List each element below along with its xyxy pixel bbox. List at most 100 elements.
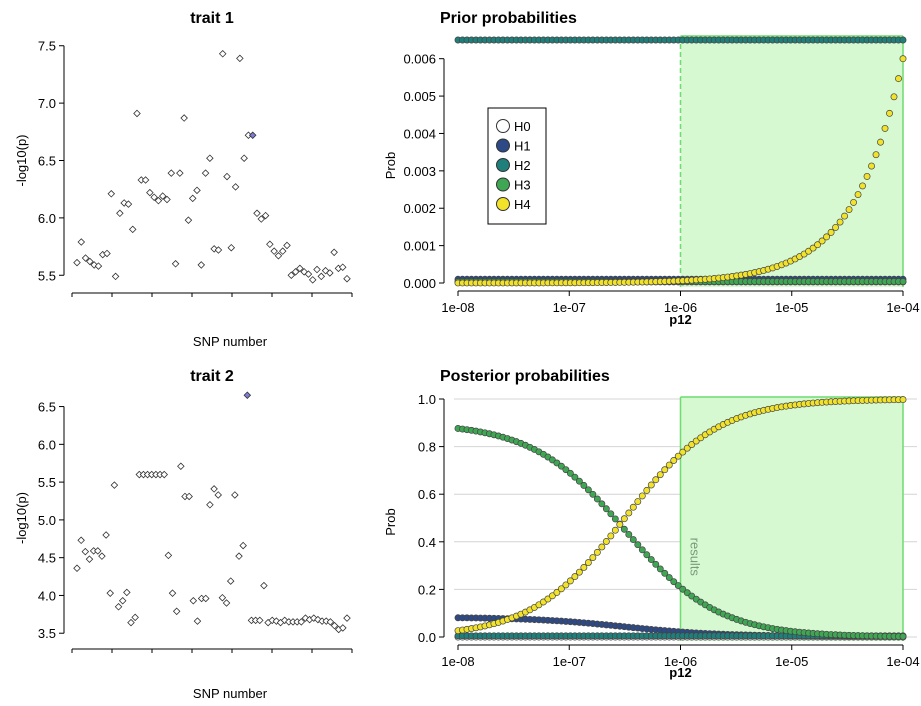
- snp-point: [330, 248, 338, 257]
- series-point-H4: [638, 492, 646, 500]
- x-tick-label: 1e-06: [664, 654, 697, 669]
- series-point-H3: [562, 466, 570, 474]
- snp-point: [116, 209, 124, 218]
- y-axis-label: -log10(p): [14, 492, 29, 544]
- y-tick-label: 0.004: [403, 126, 436, 141]
- series-point-H3: [899, 278, 907, 285]
- series-point-H3: [634, 541, 642, 549]
- snp-point: [201, 169, 210, 177]
- snp-point: [128, 225, 137, 234]
- series-point-H3: [598, 500, 606, 508]
- series-point-H4: [571, 573, 579, 581]
- snp-point: [164, 551, 173, 560]
- series-point-H4: [881, 124, 889, 132]
- series-point-H4: [845, 206, 853, 213]
- snp-point: [214, 246, 223, 254]
- series-point-H4: [863, 172, 871, 180]
- snp-point: [141, 176, 150, 184]
- legend-marker-H2: [496, 158, 510, 172]
- snp-point: [193, 186, 201, 195]
- y-tick-label: 4.5: [38, 551, 56, 566]
- y-axis-label: -log10(p): [14, 134, 29, 186]
- y-tick-label: 6.0: [38, 211, 56, 226]
- snp-point: [296, 264, 304, 273]
- snp-point: [177, 462, 185, 471]
- snp-point: [206, 154, 214, 162]
- x-axis-label: p12: [669, 665, 691, 680]
- snp-point: [107, 190, 116, 198]
- series-point-H4: [593, 548, 601, 556]
- series-point-H3: [899, 633, 907, 640]
- y-tick-label: 0.000: [403, 276, 436, 291]
- snp-point: [193, 617, 202, 625]
- snp-point: [227, 243, 236, 252]
- y-tick-label: 0.003: [403, 164, 436, 179]
- legend-label-H0: H0: [514, 119, 531, 134]
- series-point-H3: [647, 556, 655, 564]
- series-point-H4: [548, 592, 556, 600]
- series-point-H3: [584, 486, 592, 494]
- snp-point: [210, 245, 218, 253]
- snp-point: [171, 260, 180, 268]
- series-point-H4: [562, 581, 570, 589]
- y-tick-label: 6.5: [38, 400, 56, 415]
- snp-point: [222, 599, 231, 607]
- series-point-H3: [593, 495, 601, 503]
- series-point-H4: [661, 466, 669, 474]
- snp-point: [343, 614, 351, 622]
- snp-point: [184, 216, 193, 224]
- series-point-H3: [652, 560, 660, 568]
- series-point-H4: [557, 585, 565, 593]
- snp-point: [283, 241, 291, 250]
- snp-point: [133, 109, 141, 118]
- x-axis-label: SNP number: [193, 686, 268, 701]
- y-tick-label: 5.5: [38, 268, 56, 283]
- x-tick-label: 1e-04: [886, 300, 919, 315]
- snp-point: [197, 261, 206, 269]
- y-tick-label: 0.8: [418, 440, 436, 455]
- y-tick-label: 0.4: [418, 535, 436, 550]
- series-point-H4: [899, 396, 907, 404]
- snp-point: [85, 555, 94, 563]
- series-point-H4: [890, 93, 898, 101]
- y-tick-label: 7.0: [38, 96, 56, 111]
- snp-point: [339, 624, 347, 632]
- series-point-H4: [818, 237, 826, 245]
- snp-point: [218, 50, 227, 58]
- snp-point: [103, 249, 111, 258]
- x-tick-label: 1e-05: [775, 654, 808, 669]
- highlighted-snp-point: [243, 391, 252, 399]
- snp-point: [278, 247, 287, 255]
- y-axis-label: Prob: [383, 152, 398, 179]
- snp-point: [73, 258, 81, 267]
- series-point-H3: [611, 515, 619, 523]
- series-point-H3: [661, 569, 669, 577]
- series-point-H4: [652, 476, 660, 484]
- snp-point: [81, 547, 90, 556]
- snp-point: [202, 594, 210, 603]
- snp-point: [256, 616, 264, 625]
- chart-title: trait 2: [190, 368, 234, 385]
- highlighted-snp-point: [248, 131, 257, 140]
- series-point-H4: [584, 559, 592, 567]
- snp-point: [176, 169, 184, 177]
- shaded-region: [680, 36, 903, 287]
- x-tick-label: 1e-08: [441, 300, 474, 315]
- snp-point: [123, 588, 131, 597]
- series-point-H3: [589, 490, 597, 498]
- snp-point: [343, 274, 351, 283]
- series-point-H4: [625, 509, 633, 517]
- snp-point: [102, 531, 110, 539]
- snp-point: [261, 211, 270, 220]
- snp-point: [150, 193, 158, 201]
- series-point-H3: [602, 505, 610, 513]
- series-point-H4: [616, 521, 624, 528]
- snp-point: [326, 269, 334, 277]
- snp-point: [226, 577, 235, 585]
- snp-point: [127, 618, 135, 627]
- snp-point: [287, 271, 296, 280]
- y-tick-label: 0.002: [403, 201, 436, 216]
- series-point-H4: [877, 138, 884, 146]
- snp-point: [268, 616, 276, 625]
- series-point-H4: [647, 481, 655, 489]
